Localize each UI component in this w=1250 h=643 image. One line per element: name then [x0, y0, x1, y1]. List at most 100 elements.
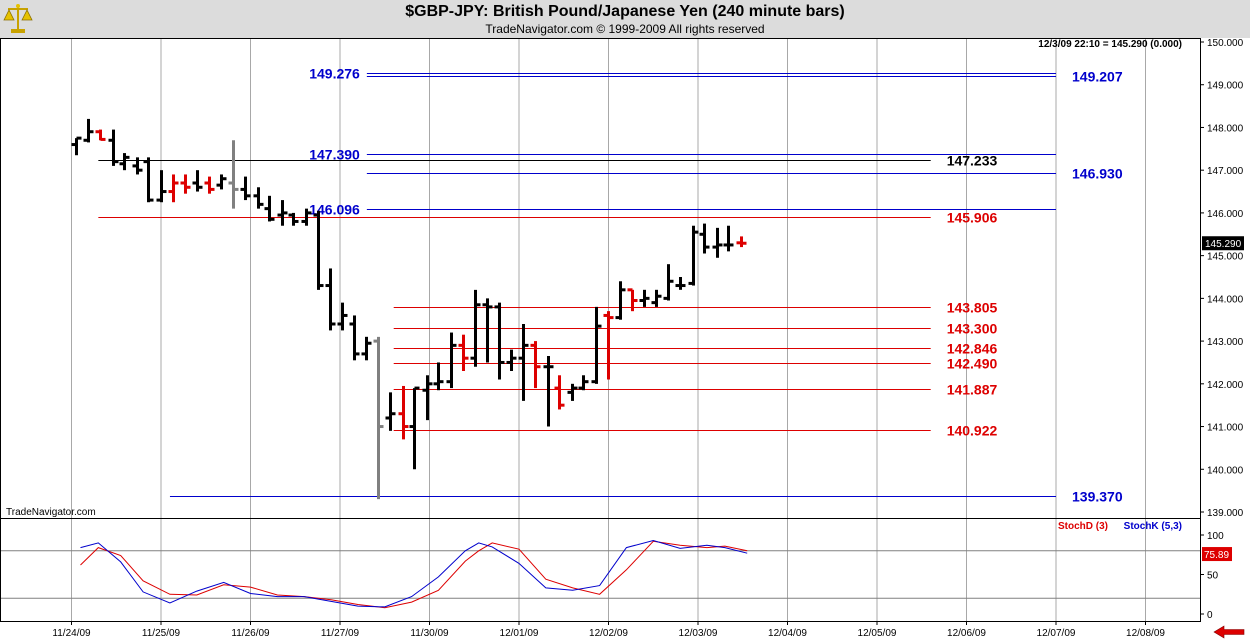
price-levels: 149.276 149.207 147.390 147.233 146.930 146.0… — [98, 66, 1123, 505]
last-quote-info: 12/3/09 22:10 = 145.290 (0.000) — [1038, 39, 1182, 50]
date-tick-label: 12/08/09 — [1126, 628, 1165, 639]
ohlc-bar — [361, 336, 372, 361]
level-label: 143.300 — [947, 321, 998, 337]
ohlc-bar — [277, 200, 288, 226]
stoch-last-box — [1202, 547, 1232, 562]
level-label: 139.370 — [1072, 489, 1123, 505]
level-label: 147.390 — [309, 147, 360, 163]
price-panel-frame — [0, 38, 1201, 519]
chart-header: $GBP-JPY: British Pound/Japanese Yen (24… — [0, 0, 1250, 38]
level-label: 140.922 — [947, 423, 998, 439]
ohlc-bar — [192, 170, 203, 192]
level-label: 141.887 — [947, 382, 998, 398]
ohlc-bar — [567, 383, 578, 401]
stoch-tick-label: 50 — [1207, 571, 1219, 582]
ohlc-bar — [663, 264, 674, 301]
ohlc-bar — [253, 187, 264, 209]
ohlc-bar — [433, 362, 444, 391]
level-label: 149.276 — [309, 66, 360, 82]
ohlc-bar — [603, 311, 614, 380]
stoch-tick-label: 100 — [1207, 531, 1224, 542]
ohlc-bar — [313, 210, 324, 290]
panel-frames — [0, 38, 1201, 622]
ohlc-bar — [204, 176, 215, 194]
ohlc-bar — [675, 277, 686, 290]
ohlc-bar — [95, 129, 106, 141]
ohlc-bar — [482, 298, 493, 363]
ohlc-bar — [301, 208, 312, 226]
ohlc-bar — [699, 223, 710, 254]
watermark: TradeNavigator.com — [6, 507, 96, 518]
ohlc-bar — [458, 334, 469, 371]
ohlc-bar — [591, 306, 602, 384]
last-price-label: 145.290 — [1205, 239, 1242, 250]
ohlc-bar — [446, 332, 457, 389]
price-tick-label: 143.000 — [1207, 337, 1244, 348]
ohlc-bar — [409, 386, 420, 470]
price-tick-label: 148.000 — [1207, 123, 1244, 134]
ohlc-bar — [288, 212, 299, 226]
price-tick-label: 141.000 — [1207, 423, 1244, 434]
ohlc-bar — [264, 195, 275, 222]
date-tick-label: 12/04/09 — [768, 628, 807, 639]
ohlc-bar — [108, 129, 119, 166]
ohlc-bar — [578, 375, 589, 391]
ohlc-bar — [554, 375, 565, 410]
ohlc-bar — [83, 118, 94, 143]
ohlc-bar — [349, 315, 360, 361]
ohlc-bar — [627, 288, 638, 312]
price-tick-label: 145.000 — [1207, 252, 1244, 263]
date-tick-label: 12/03/09 — [679, 628, 718, 639]
price-tick-label: 149.000 — [1207, 81, 1244, 92]
level-label: 149.207 — [1072, 69, 1123, 85]
price-tick-label: 144.000 — [1207, 294, 1244, 305]
price-tick-label: 142.000 — [1207, 380, 1244, 391]
chart-subtitle: TradeNavigator.com © 1999-2009 All right… — [485, 22, 765, 36]
ohlc-bar — [325, 268, 336, 331]
stoch-last-label: 75.89 — [1204, 550, 1229, 561]
date-tick-label: 11/27/09 — [321, 628, 360, 639]
price-tick-label: 146.000 — [1207, 209, 1244, 220]
level-label: 147.233 — [947, 153, 998, 169]
ohlc-bar — [712, 227, 723, 258]
stoch-line — [80, 540, 748, 609]
price-tick-label: 150.000 — [1207, 38, 1244, 49]
ohlc-bar — [615, 281, 626, 320]
scroll-left-arrow-icon[interactable] — [1211, 625, 1247, 639]
ohlc-bar — [337, 302, 348, 331]
grid-lines — [71, 38, 1146, 621]
level-label: 146.930 — [1072, 166, 1123, 182]
ohlc-bar — [422, 375, 433, 421]
date-tick-label: 11/24/09 — [52, 628, 91, 639]
date-tick-label: 12/06/09 — [947, 628, 986, 639]
date-tick-label: 12/02/09 — [589, 628, 628, 639]
ohlc-bar — [373, 336, 384, 500]
legend-stochd: StochD (3) — [1058, 521, 1108, 532]
ohlc-bar — [470, 289, 481, 367]
level-label: 142.490 — [947, 356, 998, 372]
date-tick-label: 11/26/09 — [231, 628, 270, 639]
stochastic-panel — [0, 539, 1200, 609]
ohlc-bar — [216, 174, 227, 190]
date-tick-label: 11/30/09 — [410, 628, 449, 639]
date-tick-label: 12/05/09 — [858, 628, 897, 639]
level-label: 146.096 — [309, 202, 360, 218]
ohlc-bar — [71, 136, 82, 156]
ohlc-bars — [71, 118, 747, 500]
level-label: 143.805 — [947, 300, 998, 316]
stoch-tick-label: 0 — [1207, 610, 1213, 621]
ohlc-bar — [180, 174, 191, 194]
ohlc-bar — [156, 170, 167, 203]
ohlc-bar — [398, 385, 409, 440]
ohlc-bar — [143, 157, 154, 203]
legend-stochk: StochK (5,3) — [1124, 521, 1182, 532]
ohlc-bar — [639, 289, 650, 307]
ohlc-bar — [132, 157, 143, 175]
price-tick-label: 139.000 — [1207, 508, 1244, 519]
ohlc-bar — [736, 236, 747, 248]
ohlc-bar — [385, 392, 396, 431]
scales-logo-icon — [2, 2, 34, 36]
ohlc-bar — [168, 174, 179, 203]
level-label: 142.846 — [947, 341, 998, 357]
date-tick-label: 12/07/09 — [1037, 628, 1076, 639]
